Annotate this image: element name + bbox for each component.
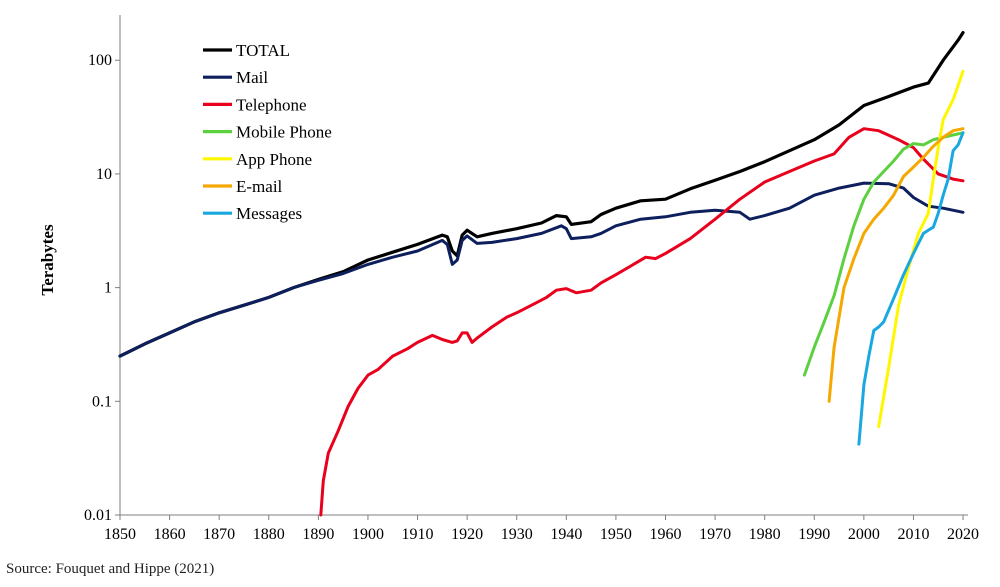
- x-tick-label: 1870: [203, 526, 235, 543]
- series-line-e-mail: [827, 127, 965, 403]
- series-layer: [118, 31, 965, 517]
- x-tick-label: 1990: [798, 526, 830, 543]
- series-line-app-phone: [877, 69, 965, 428]
- series-line-telephone: [319, 127, 965, 517]
- legend-label-total: TOTAL: [236, 41, 290, 60]
- legend-label-e-mail: E-mail: [236, 177, 283, 196]
- x-tick-label: 2020: [947, 526, 979, 543]
- x-tick-label: 1920: [451, 526, 483, 543]
- legend-label-telephone: Telephone: [236, 95, 307, 114]
- series-line-mail: [118, 181, 965, 358]
- x-tick-label: 1950: [600, 526, 632, 543]
- x-tick-label: 1900: [352, 526, 384, 543]
- line-chart: 0.01 0.1 1 10 100 1850 1860 1870 1880 1890 1900 19…: [38, 15, 979, 543]
- y-tick-label: 100: [88, 52, 112, 69]
- y-tick-label: 0.01: [84, 507, 112, 524]
- legend-label-mail: Mail: [236, 68, 268, 87]
- legend-label-messages: Messages: [236, 204, 302, 223]
- x-tick-label: 1940: [550, 526, 582, 543]
- x-tick-label: 1880: [253, 526, 285, 543]
- x-ticks: 1850 1860 1870 1880 1890 1900 1910 1920 1930 1940…: [104, 515, 979, 543]
- x-tick-label: 1910: [402, 526, 434, 543]
- legend: TOTAL Mail Telephone Mobile Phone App Phone E…: [203, 41, 332, 223]
- y-axis-label: Terabytes: [38, 224, 57, 296]
- series-line-messages: [857, 131, 965, 446]
- x-tick-label: 1970: [699, 526, 731, 543]
- y-tick-label: 0.1: [92, 393, 112, 410]
- y-tick-label: 10: [96, 166, 112, 183]
- y-ticks: 0.01 0.1 1 10 100: [84, 52, 120, 524]
- x-tick-label: 2000: [848, 526, 880, 543]
- x-tick-label: 1980: [749, 526, 781, 543]
- y-tick-label: 1: [104, 280, 112, 297]
- x-tick-label: 2010: [897, 526, 929, 543]
- axes: [119, 15, 968, 516]
- x-tick-label: 1860: [154, 526, 186, 543]
- legend-label-app-phone: App Phone: [236, 150, 312, 169]
- x-tick-label: 1850: [104, 526, 136, 543]
- series-line-mobile-phone: [802, 131, 965, 377]
- x-tick-label: 1930: [501, 526, 533, 543]
- x-tick-label: 1960: [649, 526, 681, 543]
- x-tick-label: 1890: [302, 526, 334, 543]
- legend-label-mobile-phone: Mobile Phone: [236, 123, 332, 142]
- source-note: Source: Fouquet and Hippe (2021): [6, 561, 215, 577]
